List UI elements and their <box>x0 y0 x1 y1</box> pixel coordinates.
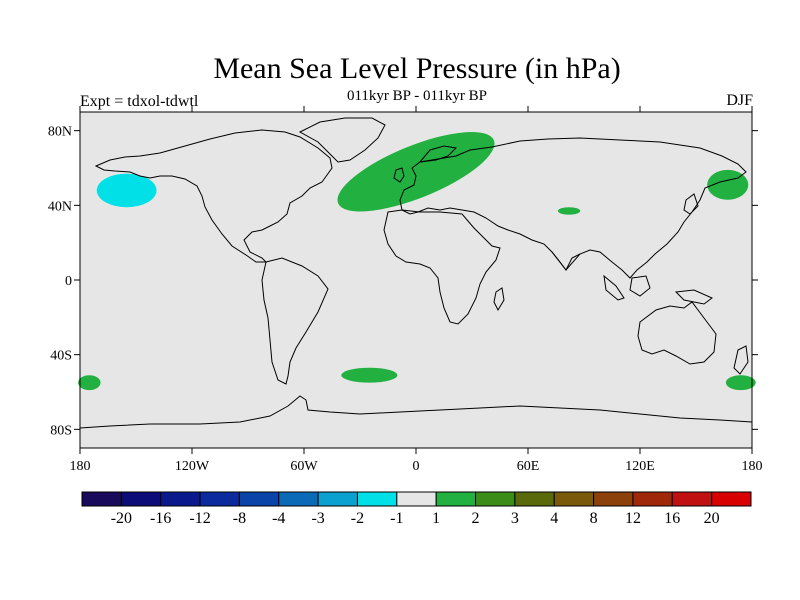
coastline-british-isles <box>393 167 405 183</box>
anomaly-region-south-pacific-west-positive <box>78 375 101 391</box>
coastline-borneo <box>629 275 651 297</box>
coastline-sumatra <box>603 274 625 301</box>
axis-ticks <box>74 106 758 454</box>
colorbar-swatch <box>238 491 280 507</box>
colorbar-label: 12 <box>625 510 641 527</box>
experiment-label: Expt = tdxol-tdwtl <box>80 93 199 110</box>
colorbar-swatch <box>435 491 477 507</box>
lat-tick-label: 80N <box>48 125 72 140</box>
coastline-new-zealand <box>733 345 749 375</box>
colorbar-swatch <box>671 491 713 507</box>
lon-tick-label: 180 <box>70 459 91 474</box>
coastline-scandinavia <box>418 145 458 163</box>
colorbar-swatch <box>632 491 673 507</box>
coastline-south-america <box>261 257 329 385</box>
colorbar-label: 4 <box>550 510 558 527</box>
coastlines <box>79 117 753 429</box>
colorbar-swatch <box>553 491 595 507</box>
colorbar-label: 20 <box>704 510 720 527</box>
coastline-japan <box>683 193 699 215</box>
colorbar-swatch <box>317 491 358 507</box>
lon-tick-label: 0 <box>413 459 420 474</box>
colorbar-label: 16 <box>664 510 680 527</box>
anomaly-region-south-pacific-east-positive <box>725 375 756 391</box>
lat-tick-label: 40N <box>48 199 72 214</box>
anomaly-region-northwest-pacific-positive <box>707 169 749 200</box>
colorbar-label: -4 <box>272 510 285 527</box>
colorbar-label: -2 <box>351 510 364 527</box>
lon-tick-label: 60E <box>517 459 540 474</box>
lat-tick-label: 80S <box>50 423 72 438</box>
anomaly-regions <box>78 132 756 391</box>
anomaly-region-north-atlantic-europe-positive <box>337 132 495 212</box>
colorbar-label: -20 <box>111 510 132 527</box>
lat-tick-label: 40S <box>50 349 72 364</box>
colorbar-swatch <box>356 491 398 507</box>
colorbar-label: 8 <box>590 510 598 527</box>
coastline-india <box>551 251 581 271</box>
colorbar-swatch <box>120 491 162 507</box>
anomaly-region-south-atlantic-positive <box>341 367 398 383</box>
colorbar-swatch <box>160 491 201 507</box>
colorbar-label: -16 <box>150 510 171 527</box>
colorbar-label: -8 <box>233 510 246 527</box>
colorbar-swatch <box>396 491 437 507</box>
coastline-greenland <box>298 117 386 163</box>
map-title: Mean Sea Level Pressure (in hPa) <box>213 52 621 85</box>
anomaly-region-central-asia-positive <box>557 207 581 215</box>
colorbar-swatch <box>475 491 516 507</box>
coastline-africa <box>383 209 501 325</box>
season-label: DJF <box>726 92 753 109</box>
lon-tick-label: 120W <box>175 459 210 474</box>
colorbar-label: -3 <box>311 510 324 527</box>
colorbar-swatch <box>199 491 240 507</box>
colorbar-label: -1 <box>390 510 403 527</box>
coastline-australia <box>637 301 717 365</box>
colorbar-label: -12 <box>189 510 210 527</box>
colorbar-swatch <box>593 491 634 507</box>
coastline-eurasia <box>399 137 747 279</box>
coastline-madagascar <box>493 287 505 312</box>
lat-tick-label: 0 <box>65 274 72 289</box>
colorbar-swatch <box>81 491 122 507</box>
lon-tick-label: 120E <box>625 459 655 474</box>
lon-tick-label: 180 <box>742 459 763 474</box>
coastline-antarctica <box>79 395 753 429</box>
axis-tick-labels: 80N 40N 0 40S 80S 180 120W 60W 0 60E 120E 180 <box>48 125 763 474</box>
coastline-north-america <box>94 129 333 263</box>
colorbar-label: 1 <box>432 510 440 527</box>
colorbar-swatch <box>278 491 319 507</box>
map-subtitle: 011kyr BP - 011kyr BP <box>346 88 487 104</box>
colorbar: -20 -16 -12 -8 -4 -3 -2 -1 1 2 3 4 8 12 16 20 <box>81 491 752 527</box>
lon-tick-label: 60W <box>290 459 318 474</box>
colorbar-label: 2 <box>472 510 480 527</box>
anomaly-region-north-pacific-negative <box>96 173 157 208</box>
colorbar-swatch <box>514 491 555 507</box>
colorbar-label: 3 <box>511 510 519 527</box>
coastline-new-guinea <box>674 289 713 305</box>
colorbar-swatch <box>711 491 752 507</box>
